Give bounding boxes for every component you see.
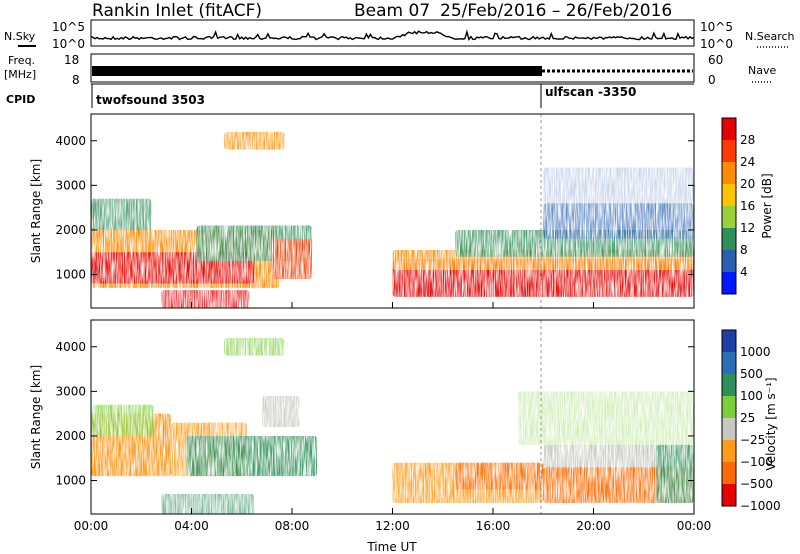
- power-ytick-label: 1000: [55, 268, 86, 282]
- power-cbar-label: Power [dB]: [760, 173, 774, 238]
- power-colorbar-swatch: [722, 162, 736, 185]
- date-range: 25/Feb/2016 – 26/Feb/2016: [440, 1, 672, 21]
- velocity-colorbar-swatch: [722, 484, 736, 507]
- velocity-colorbar-swatch: [722, 330, 736, 353]
- time-axis-label: Time UT: [366, 540, 417, 554]
- freq-tick-bottom: 8: [72, 73, 80, 87]
- velocity-ytick-label: 1000: [55, 474, 86, 488]
- velocity-colorbar-swatch: [722, 352, 736, 375]
- velocity-colorbar-label: 1000: [740, 345, 771, 359]
- velocity-xtick-label: 08:00: [275, 519, 310, 533]
- power-colorbar-swatch: [722, 228, 736, 251]
- power-colorbar-swatch: [722, 250, 736, 273]
- velocity-xtick-label: 00:00: [74, 519, 109, 533]
- nsky-label: N.Sky: [4, 30, 36, 43]
- nsky-frame: [90, 19, 695, 47]
- nsky-series: [90, 29, 695, 41]
- velocity-colorbar-label: −500: [740, 477, 773, 491]
- freq-panel: Freq. [MHz] 18 8 60 0 Nave: [4, 53, 776, 87]
- station-title: Rankin Inlet (fitACF): [92, 1, 262, 21]
- power-ytick-label: 3000: [55, 178, 86, 192]
- power-colorbar-label: 28: [740, 133, 755, 147]
- power-ytick-label: 2000: [55, 223, 86, 237]
- velocity-xtick-label: 16:00: [476, 519, 511, 533]
- velocity-colorbar-swatch: [722, 396, 736, 419]
- velocity-colorbar-swatch: [722, 374, 736, 397]
- velocity-ytick-label: 4000: [55, 340, 86, 354]
- nsky-tick-top: 10^5: [52, 20, 85, 34]
- velocity-xtick-label: 20:00: [576, 519, 611, 533]
- power-ylabel: Slant Range [km]: [29, 159, 43, 263]
- nave-tick-top: 60: [708, 53, 723, 67]
- power-colorbar-frame: [721, 117, 737, 295]
- nsearch-tick-bottom: 10^0: [700, 37, 733, 51]
- power-colorbar-label: 4: [740, 265, 748, 279]
- velocity-colorbar-frame: [721, 329, 737, 507]
- freq-label: Freq.: [8, 54, 35, 67]
- power-panel: 4000 3000 2000 1000 Slant Range [km] 28 24 20…: [29, 113, 774, 309]
- velocity-colorbar-swatch: [722, 418, 736, 441]
- nsky-tick-bottom: 10^0: [52, 37, 85, 51]
- velocity-colorbar-label: −25: [740, 433, 765, 447]
- velocity-xtick-label: 00:00: [677, 519, 712, 533]
- nsky-panel: N.Sky 10^5 10^0 10^5 10^0 N.Search: [4, 19, 795, 51]
- power-colorbar-swatch: [722, 184, 736, 207]
- cpid-strip: CPID twofsound 3503 ulfscan -3350: [6, 83, 694, 108]
- beam-label: Beam 07: [354, 1, 430, 21]
- power-colorbar-label: 24: [740, 155, 755, 169]
- velocity-xtick-label: 04:00: [174, 519, 209, 533]
- power-speckle: [91, 114, 694, 308]
- velocity-colorbar-label: 25: [740, 411, 755, 425]
- velocity-ytick-label: 2000: [55, 429, 86, 443]
- velocity-colorbar-label: −100: [740, 455, 773, 469]
- power-ytick-label: 4000: [55, 134, 86, 148]
- power-colorbar-swatch: [722, 118, 736, 141]
- velocity-colorbar-label: −1000: [740, 499, 781, 513]
- cpid-label: CPID: [6, 93, 35, 106]
- freq-series-solid: [92, 66, 542, 76]
- power-colorbar-label: 8: [740, 243, 748, 257]
- velocity-ylabel: Slant Range [km]: [29, 365, 43, 469]
- velocity-ytick-label: 3000: [55, 384, 86, 398]
- power-colorbar-swatch: [722, 140, 736, 163]
- velocity-colorbar-label: 500: [740, 367, 763, 381]
- nsearch-tick-top: 10^5: [700, 20, 733, 34]
- velocity-speckle: [91, 320, 694, 514]
- freq-tick-top: 18: [64, 53, 79, 67]
- freq-frame: [90, 53, 695, 83]
- velocity-colorbar-label: 100: [740, 389, 763, 403]
- freq-unit: [MHz]: [4, 68, 36, 81]
- power-colorbar-swatch: [722, 272, 736, 295]
- velocity-colorbar-swatch: [722, 462, 736, 485]
- nsearch-label: N.Search: [745, 30, 795, 43]
- velocity-cbar-label: Velocity [m s⁻¹]: [764, 377, 778, 470]
- nave-tick-bottom: 0: [708, 73, 716, 87]
- power-colorbar-label: 12: [740, 221, 755, 235]
- nave-label: Nave: [748, 64, 776, 77]
- velocity-panel: 4000 3000 2000 1000 00:00 04:00 08:00 12:00 16:0…: [29, 319, 781, 533]
- cpid-name-1: twofsound 3503: [96, 93, 205, 107]
- velocity-colorbar-swatch: [722, 440, 736, 463]
- power-colorbar-label: 20: [740, 177, 755, 191]
- velocity-xtick-label: 12:00: [375, 519, 410, 533]
- cpid-name-2: ulfscan -3350: [545, 85, 636, 99]
- power-colorbar-label: 16: [740, 199, 755, 213]
- power-colorbar-swatch: [722, 206, 736, 229]
